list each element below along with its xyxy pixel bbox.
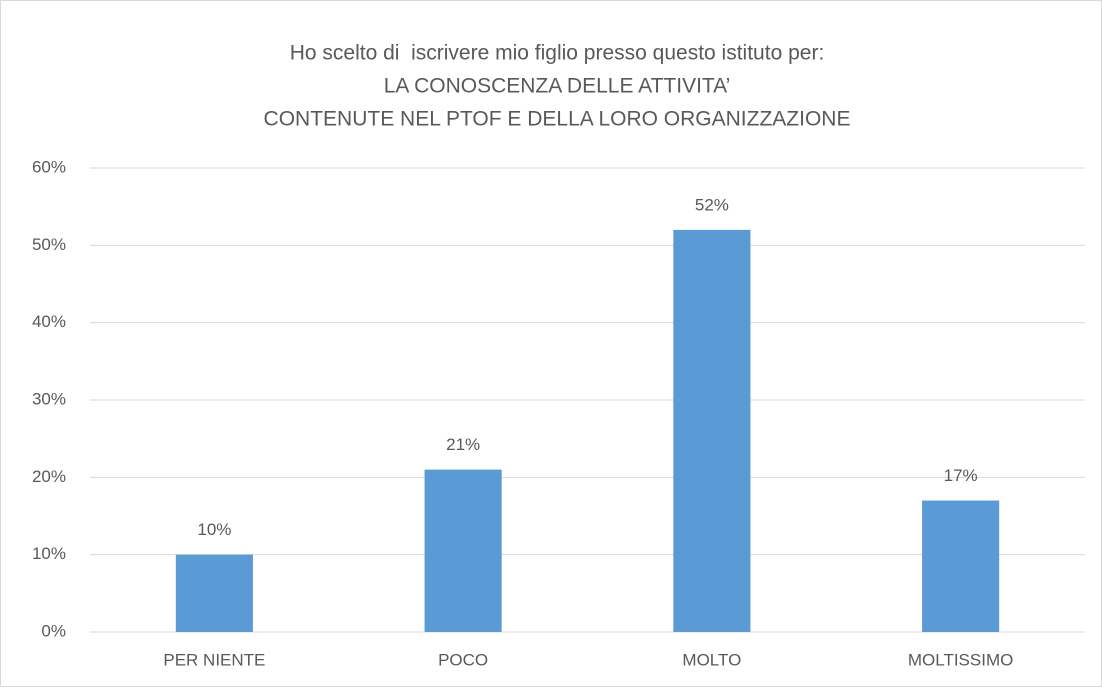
bar — [175, 554, 253, 632]
y-tick-label: 30% — [32, 389, 66, 408]
y-tick-label: 20% — [32, 467, 66, 486]
chart-title: CONTENUTE NEL PTOF E DELLA LORO ORGANIZZ… — [264, 108, 851, 131]
chart-title: Ho scelto di iscrivere mio figlio presso… — [290, 42, 825, 65]
y-tick-label: 0% — [41, 621, 66, 640]
data-label: 52% — [695, 195, 729, 214]
data-label: 21% — [446, 435, 480, 454]
y-tick-label: 60% — [32, 157, 66, 176]
data-label: 10% — [197, 520, 231, 539]
x-tick-label: MOLTISSIMO — [908, 650, 1013, 669]
data-label: 17% — [944, 466, 978, 485]
bar — [424, 469, 502, 632]
x-tick-label: MOLTO — [682, 650, 741, 669]
bar — [922, 500, 1000, 632]
x-tick-label: POCO — [438, 650, 488, 669]
y-tick-label: 40% — [32, 312, 66, 331]
bar — [673, 229, 751, 632]
chart-title: LA CONOSCENZA DELLE ATTIVITA’ — [384, 75, 731, 98]
y-tick-label: 50% — [32, 235, 66, 254]
y-tick-label: 10% — [32, 544, 66, 563]
x-tick-label: PER NIENTE — [163, 650, 265, 669]
